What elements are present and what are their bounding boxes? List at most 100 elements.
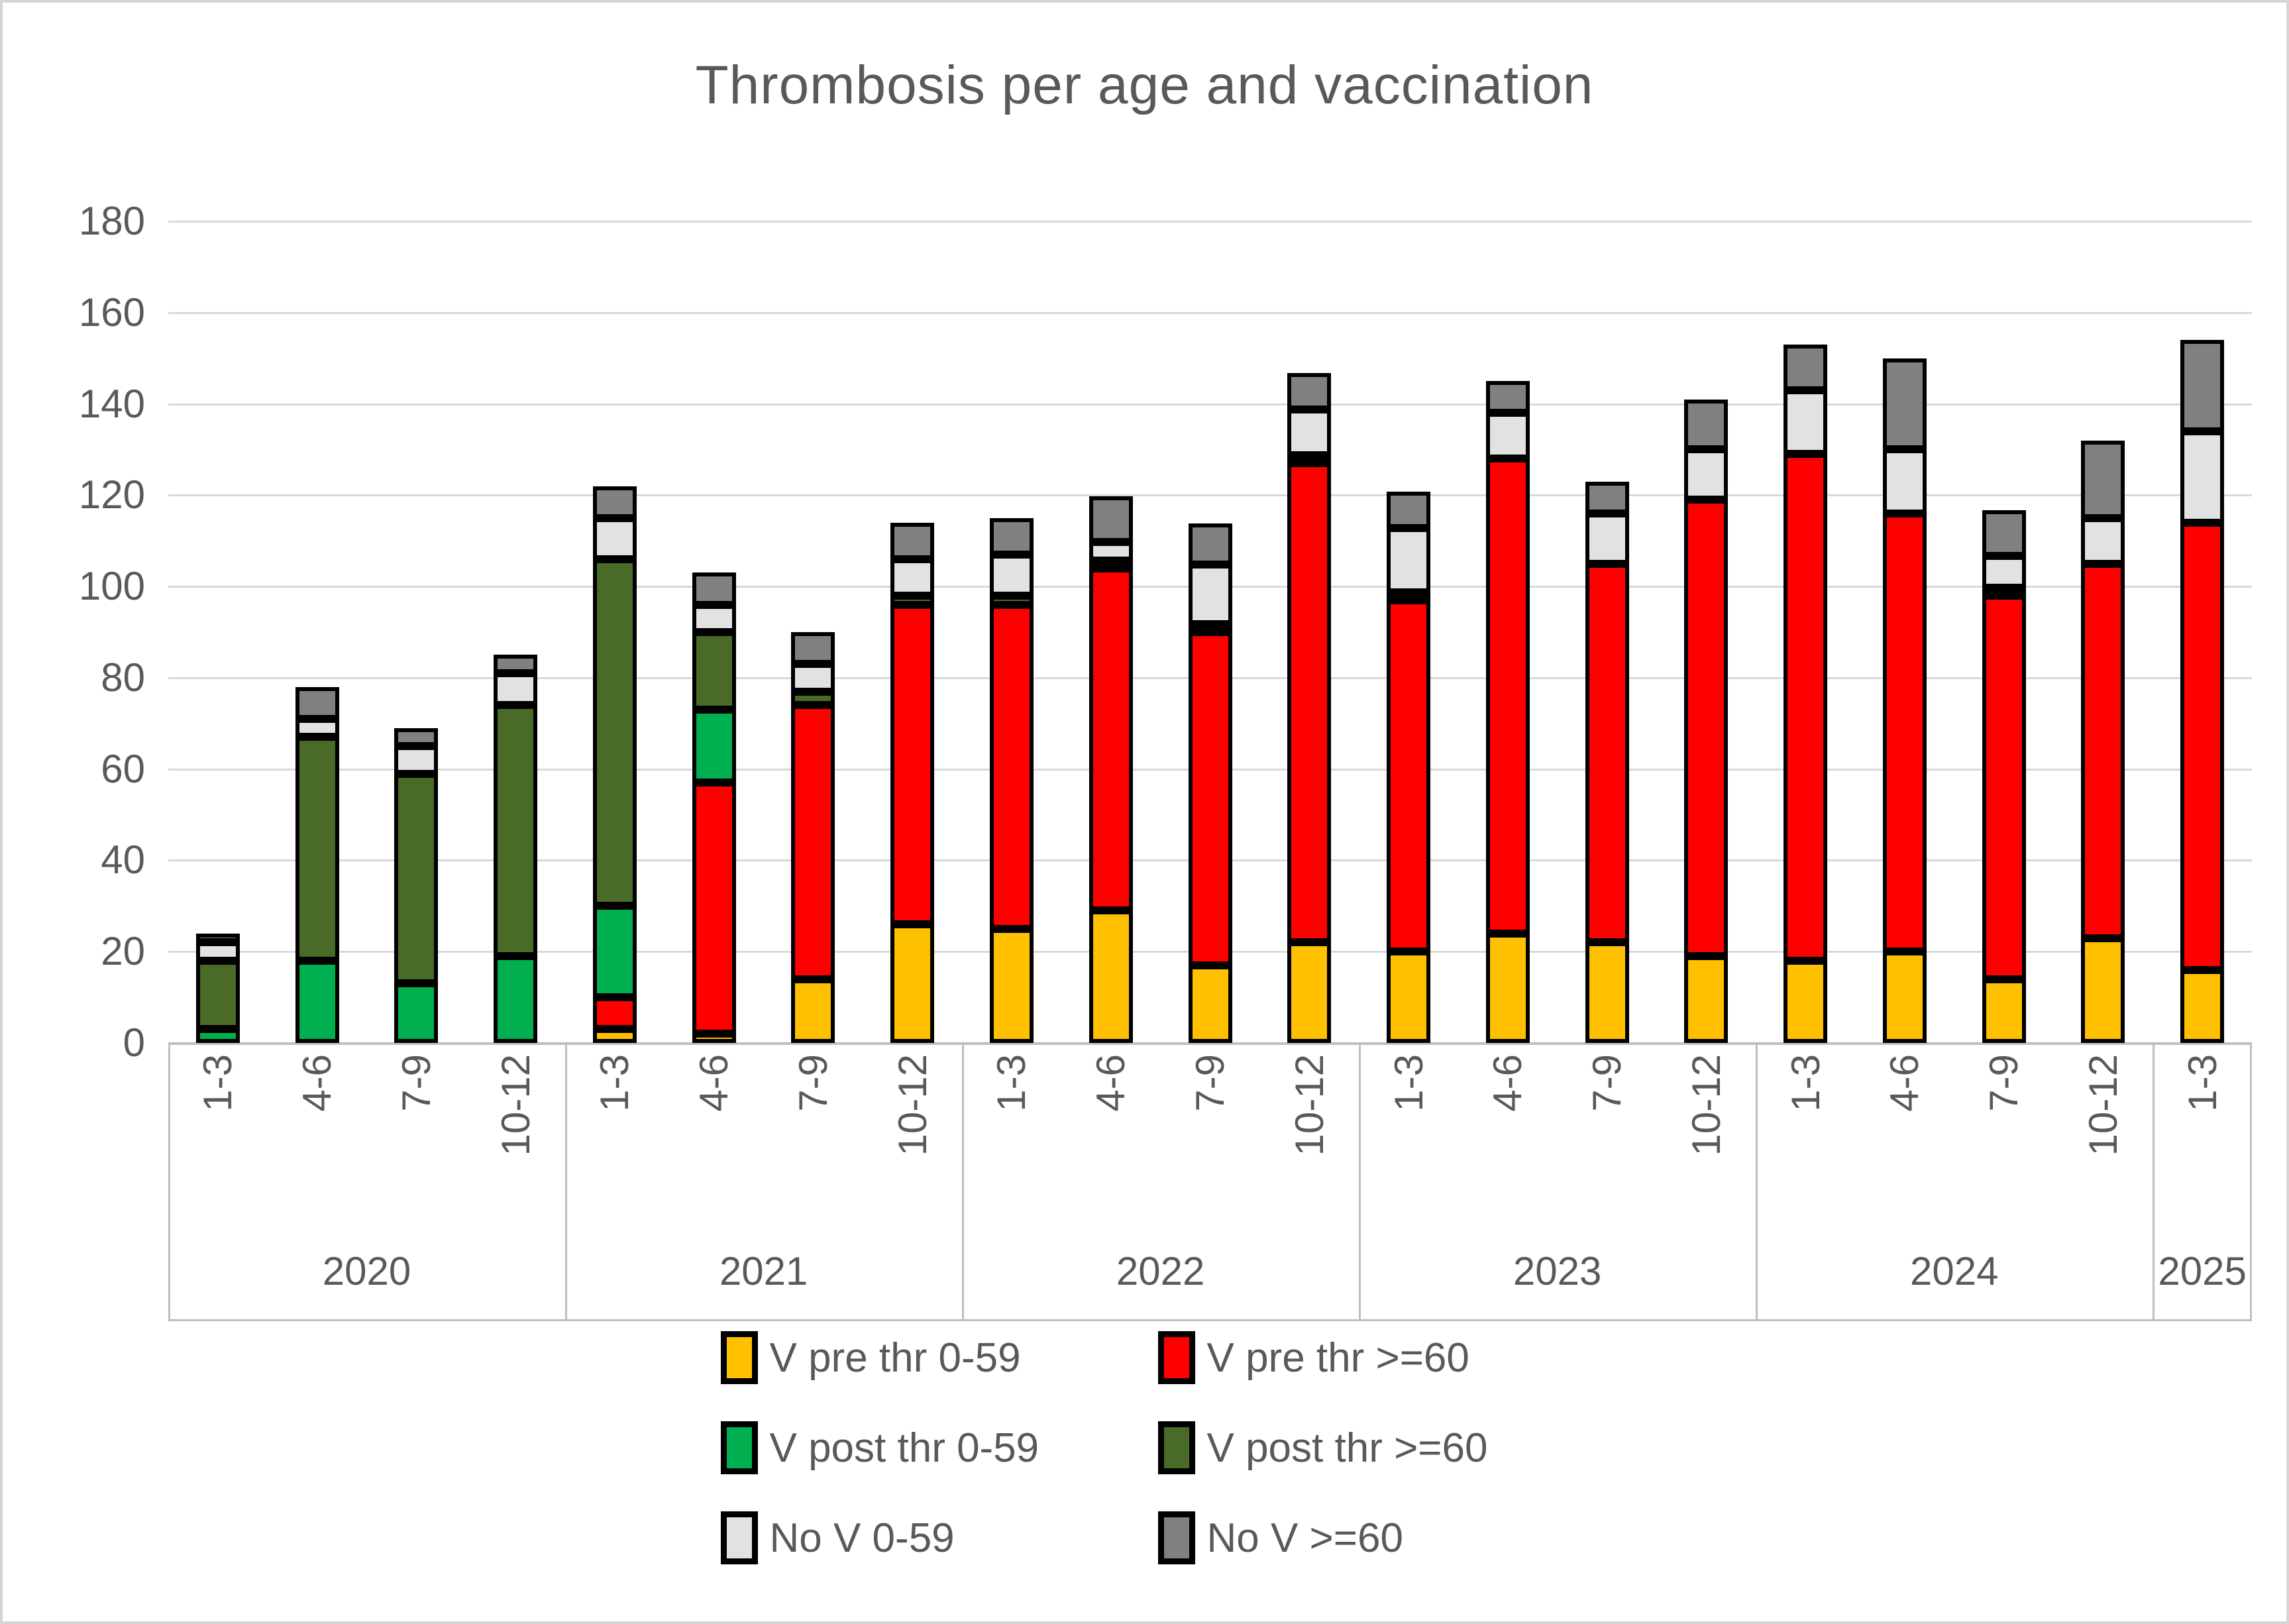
bar-segment[interactable] bbox=[1089, 496, 1133, 543]
bar-segment[interactable] bbox=[592, 486, 637, 518]
bar-segment[interactable] bbox=[989, 595, 1034, 605]
bar-segment[interactable] bbox=[2180, 522, 2225, 970]
chart-title[interactable]: Thrombosis per age and vaccination bbox=[695, 55, 1594, 115]
bar-segment[interactable] bbox=[2180, 431, 2225, 523]
bar-segment[interactable] bbox=[1387, 600, 1431, 952]
bar-segment[interactable] bbox=[295, 961, 339, 1043]
bar-segment[interactable] bbox=[1783, 961, 1828, 1043]
bar-segment[interactable] bbox=[1287, 942, 1332, 1043]
bar-segment[interactable] bbox=[1287, 409, 1332, 456]
bar-segment[interactable] bbox=[2180, 340, 2225, 431]
bar-segment[interactable] bbox=[1287, 455, 1332, 464]
legend-item[interactable]: V pre thr >=60 bbox=[1157, 1331, 1569, 1384]
bar-segment[interactable] bbox=[394, 773, 439, 984]
bar-segment[interactable] bbox=[692, 710, 736, 783]
bar-segment[interactable] bbox=[890, 595, 935, 605]
bar-segment[interactable] bbox=[989, 517, 1034, 555]
bar-segment[interactable] bbox=[1783, 454, 1828, 961]
bar-segment[interactable] bbox=[195, 942, 240, 961]
bar-segment[interactable] bbox=[394, 728, 439, 747]
bar-segment[interactable] bbox=[1585, 481, 1629, 514]
bar-segment[interactable] bbox=[2081, 563, 2125, 938]
bar-segment[interactable] bbox=[890, 924, 935, 1043]
bar-segment[interactable] bbox=[295, 718, 339, 737]
bar-segment[interactable] bbox=[1485, 381, 1530, 413]
bar-segment[interactable] bbox=[195, 1029, 240, 1043]
bar-segment[interactable] bbox=[494, 956, 538, 1043]
bar-segment[interactable] bbox=[692, 783, 736, 1034]
bar-segment[interactable] bbox=[394, 746, 439, 774]
bar-segment[interactable] bbox=[295, 737, 339, 961]
bar-segment[interactable] bbox=[1982, 587, 2026, 596]
bar-segment[interactable] bbox=[791, 664, 835, 692]
bar-segment[interactable] bbox=[1387, 528, 1431, 592]
bar-segment[interactable] bbox=[989, 604, 1034, 929]
bar-segment[interactable] bbox=[1188, 624, 1232, 633]
bar-segment[interactable] bbox=[791, 705, 835, 979]
bar-segment[interactable] bbox=[2081, 517, 2125, 564]
bar-segment[interactable] bbox=[2180, 969, 2225, 1043]
bar-segment[interactable] bbox=[1882, 358, 1927, 450]
bar-segment[interactable] bbox=[791, 632, 835, 665]
bar-segment[interactable] bbox=[1684, 500, 1729, 957]
bar-segment[interactable] bbox=[1485, 933, 1530, 1043]
bar-segment[interactable] bbox=[592, 906, 637, 998]
bar-segment[interactable] bbox=[494, 655, 538, 674]
legend-item[interactable]: V post thr >=60 bbox=[1157, 1421, 1569, 1474]
bar-segment[interactable] bbox=[890, 604, 935, 924]
bar-segment[interactable] bbox=[1485, 459, 1530, 934]
bar-segment[interactable] bbox=[791, 979, 835, 1043]
bar-segment[interactable] bbox=[1783, 345, 1828, 390]
legend-item[interactable]: No V >=60 bbox=[1157, 1511, 1569, 1564]
bar-segment[interactable] bbox=[1982, 555, 2026, 588]
bar-segment[interactable] bbox=[1188, 565, 1232, 625]
bar-segment[interactable] bbox=[692, 604, 736, 633]
bar-segment[interactable] bbox=[494, 705, 538, 957]
bar-segment[interactable] bbox=[494, 673, 538, 706]
bar-segment[interactable] bbox=[1585, 942, 1629, 1043]
bar-segment[interactable] bbox=[1882, 449, 1927, 514]
bar-segment[interactable] bbox=[791, 691, 835, 706]
legend-item[interactable]: V pre thr 0-59 bbox=[720, 1331, 1158, 1384]
bar-segment[interactable] bbox=[2081, 440, 2125, 518]
bar-segment[interactable] bbox=[1982, 979, 2026, 1043]
bar-segment[interactable] bbox=[890, 559, 935, 596]
bar-segment[interactable] bbox=[1089, 910, 1133, 1043]
bar-segment[interactable] bbox=[1387, 492, 1431, 529]
bar-segment[interactable] bbox=[1882, 951, 1927, 1043]
bar-segment[interactable] bbox=[1188, 632, 1232, 965]
bar-segment[interactable] bbox=[195, 961, 240, 1030]
bar-segment[interactable] bbox=[592, 559, 637, 906]
bar-segment[interactable] bbox=[1287, 463, 1332, 943]
bar-segment[interactable] bbox=[1982, 510, 2026, 556]
bar-segment[interactable] bbox=[1982, 595, 2026, 979]
bar-segment[interactable] bbox=[1882, 513, 1927, 952]
bar-segment[interactable] bbox=[1387, 951, 1431, 1043]
bar-segment[interactable] bbox=[1287, 373, 1332, 410]
bar-segment[interactable] bbox=[1585, 513, 1629, 564]
bar-segment[interactable] bbox=[592, 1029, 637, 1043]
bar-segment[interactable] bbox=[295, 686, 339, 719]
bar-segment[interactable] bbox=[1089, 542, 1133, 561]
bar-segment[interactable] bbox=[2081, 938, 2125, 1043]
bar-segment[interactable] bbox=[1485, 413, 1530, 459]
bar-segment[interactable] bbox=[592, 517, 637, 559]
bar-segment[interactable] bbox=[989, 928, 1034, 1043]
bar-segment[interactable] bbox=[692, 632, 736, 710]
bar-segment[interactable] bbox=[1387, 592, 1431, 600]
bar-segment[interactable] bbox=[1188, 965, 1232, 1043]
bar-segment[interactable] bbox=[692, 572, 736, 605]
bar-segment[interactable] bbox=[1089, 568, 1133, 911]
bar-segment[interactable] bbox=[1188, 523, 1232, 565]
bar-segment[interactable] bbox=[394, 983, 439, 1043]
bar-segment[interactable] bbox=[1585, 563, 1629, 943]
bar-segment[interactable] bbox=[1684, 956, 1729, 1043]
legend-item[interactable]: No V 0-59 bbox=[720, 1511, 1158, 1564]
bar-segment[interactable] bbox=[195, 933, 240, 943]
bar-segment[interactable] bbox=[1684, 449, 1729, 500]
bar-segment[interactable] bbox=[592, 997, 637, 1030]
bar-segment[interactable] bbox=[1089, 560, 1133, 568]
bar-segment[interactable] bbox=[1684, 399, 1729, 450]
bar-segment[interactable] bbox=[989, 554, 1034, 596]
legend-item[interactable]: V post thr 0-59 bbox=[720, 1421, 1158, 1474]
